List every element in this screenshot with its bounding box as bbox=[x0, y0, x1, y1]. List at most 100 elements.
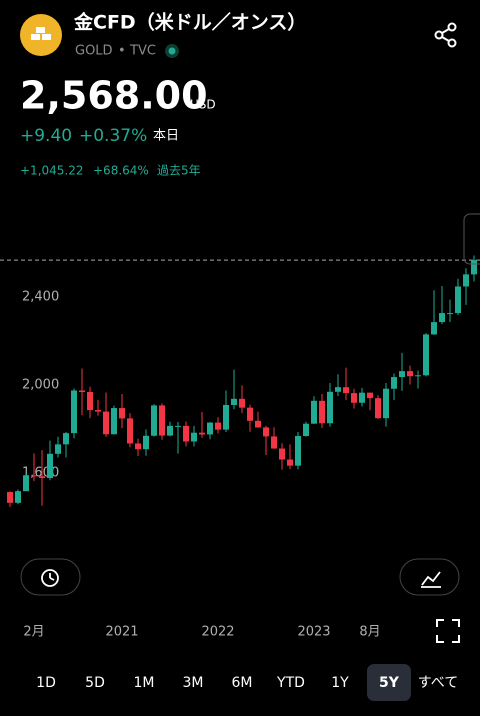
candle-body bbox=[415, 375, 421, 377]
x-tick-label: 2023 bbox=[297, 625, 330, 640]
candle-body bbox=[47, 453, 53, 478]
candle-body bbox=[239, 398, 245, 408]
candle-body bbox=[439, 313, 445, 323]
candle-body bbox=[431, 322, 437, 335]
candle-body bbox=[247, 407, 253, 421]
candle-body bbox=[279, 448, 285, 460]
candle-body bbox=[303, 423, 309, 436]
price-tag-edge bbox=[463, 213, 480, 265]
candle-body bbox=[199, 432, 205, 435]
candle-body bbox=[95, 410, 101, 412]
candle-body bbox=[287, 459, 293, 466]
x-tick-label: 2022 bbox=[201, 625, 234, 640]
candle-body bbox=[111, 408, 117, 435]
candle-body bbox=[367, 392, 373, 399]
change: +9.40 bbox=[20, 126, 72, 146]
x-tick-label: 8月 bbox=[359, 625, 380, 640]
indicator-button[interactable] bbox=[399, 558, 460, 596]
x-tick-label: 2021 bbox=[105, 625, 138, 640]
candle-body bbox=[167, 425, 173, 436]
candle-body bbox=[295, 435, 301, 466]
candle-body bbox=[63, 433, 69, 445]
status-dot bbox=[168, 47, 176, 55]
range-option[interactable]: 1M bbox=[134, 675, 155, 691]
candle-body bbox=[151, 405, 157, 436]
range-selected-bg bbox=[367, 664, 411, 701]
candle-body bbox=[255, 420, 261, 428]
candle-body bbox=[103, 411, 109, 435]
candle-body bbox=[71, 390, 77, 434]
range-option[interactable]: 1D bbox=[36, 675, 56, 691]
candle-body bbox=[351, 393, 357, 403]
candle-body bbox=[271, 436, 277, 449]
range-option[interactable]: 1Y bbox=[331, 675, 349, 691]
candle-body bbox=[359, 392, 365, 403]
candle-body bbox=[471, 260, 477, 275]
candle-body bbox=[399, 371, 405, 378]
range-option[interactable]: すべて bbox=[418, 675, 458, 691]
candle-body bbox=[215, 422, 221, 430]
candle-body bbox=[23, 475, 29, 492]
candle-body bbox=[87, 392, 93, 411]
candle-body bbox=[127, 418, 133, 444]
candle-body bbox=[311, 400, 317, 424]
candle-body bbox=[319, 400, 325, 424]
candle-body bbox=[455, 286, 461, 314]
range-option[interactable]: 3M bbox=[183, 675, 204, 691]
candle-body bbox=[383, 388, 389, 419]
candle-body bbox=[343, 387, 349, 394]
candle-body bbox=[79, 390, 85, 393]
candle-body bbox=[223, 404, 229, 430]
change-percent: +0.37% bbox=[79, 126, 147, 146]
range-option[interactable]: 5Y bbox=[379, 675, 400, 691]
range-selector: 1D 5D 1M 3M 6M YTD 1Y 5Y すべて bbox=[36, 664, 458, 701]
candle-body bbox=[207, 422, 213, 435]
change-5y-percent: +68.64% bbox=[93, 164, 149, 178]
candle-body bbox=[447, 313, 453, 315]
candle-body bbox=[31, 475, 37, 477]
change-5y-period: 過去5年 bbox=[157, 164, 201, 178]
source: TVC bbox=[129, 44, 156, 59]
currency: USD bbox=[190, 98, 216, 112]
candle-body bbox=[263, 427, 269, 437]
separator: • bbox=[118, 44, 126, 59]
change-period: 本日 bbox=[153, 129, 179, 144]
price: 2,568.00 bbox=[20, 74, 208, 118]
change-5y: +1,045.22 bbox=[20, 164, 84, 178]
candle-body bbox=[327, 391, 333, 424]
candle-body bbox=[135, 443, 141, 450]
candle-body bbox=[55, 444, 61, 454]
candle-body bbox=[391, 377, 397, 389]
candle-body bbox=[375, 398, 381, 419]
range-option[interactable]: 6M bbox=[232, 675, 253, 691]
candle-body bbox=[335, 387, 341, 392]
x-tick-label: 2月 bbox=[23, 625, 44, 640]
candle-body bbox=[119, 408, 125, 419]
candle-body bbox=[143, 435, 149, 450]
range-option[interactable]: 5D bbox=[85, 675, 105, 691]
range-option[interactable]: YTD bbox=[276, 675, 305, 691]
title: 金CFD（米ドル／オンス） bbox=[73, 11, 306, 34]
candle-body bbox=[175, 425, 181, 427]
candle-body bbox=[423, 334, 429, 376]
candle-body bbox=[159, 405, 165, 436]
fullscreen-button[interactable] bbox=[436, 619, 460, 643]
candle-body bbox=[15, 491, 21, 503]
candle-body bbox=[407, 371, 413, 377]
share-button[interactable] bbox=[434, 22, 457, 48]
y-tick-label: 2,400 bbox=[22, 290, 59, 305]
candle-body bbox=[183, 425, 189, 442]
candle-body bbox=[231, 398, 237, 405]
candle-body bbox=[191, 432, 197, 442]
candle-body bbox=[7, 492, 13, 503]
alert-button[interactable] bbox=[20, 558, 81, 596]
y-tick-label: 2,000 bbox=[22, 377, 59, 392]
candle-body bbox=[39, 476, 45, 478]
gold-icon bbox=[20, 14, 62, 56]
symbol: GOLD bbox=[75, 44, 113, 59]
candle-body bbox=[463, 274, 469, 287]
